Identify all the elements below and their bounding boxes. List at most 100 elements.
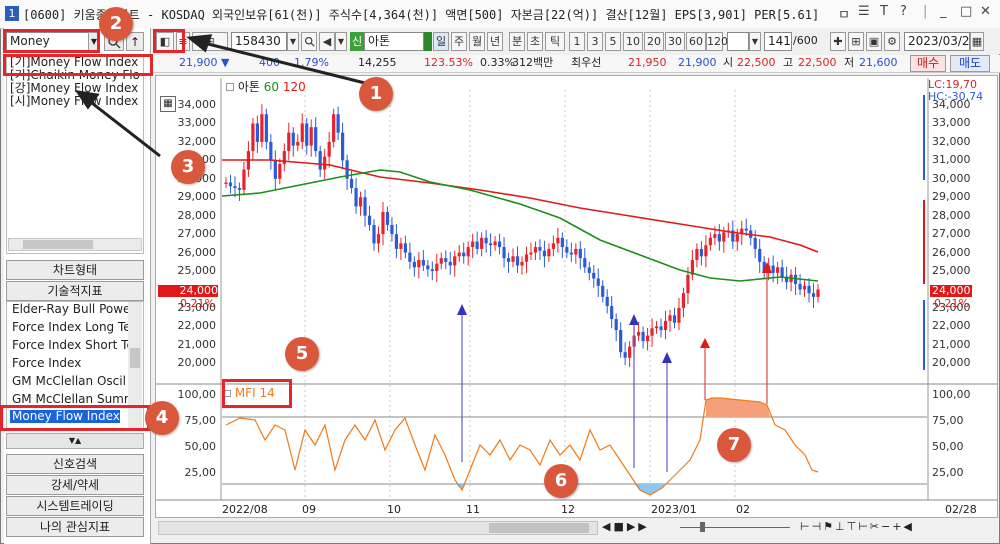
help-icon[interactable]: ?	[900, 4, 907, 19]
y-tick-label: 25,000	[932, 264, 971, 278]
horizontal-scrollbar[interactable]	[8, 238, 142, 251]
interval-button[interactable]: 5	[605, 32, 621, 51]
candle-body	[556, 237, 560, 244]
trade-amount: 312백만	[512, 56, 554, 69]
list-item[interactable]: [시]Money Flow Index	[10, 95, 139, 108]
crosshair-icon[interactable]: ✚	[830, 32, 846, 51]
list-item[interactable]: GM McClellan Sumr	[12, 393, 128, 406]
system-trading-button[interactable]: 시스템트레이딩	[6, 496, 144, 516]
list-item[interactable]: Force Index	[12, 357, 82, 370]
chart-area[interactable]	[155, 75, 998, 518]
period-second[interactable]: 초	[527, 32, 543, 51]
playback-controls-icon[interactable]: ◀■▶▶	[602, 520, 650, 533]
list-item[interactable]: Elder-Ray Bull Powe	[12, 303, 128, 316]
candle-body	[547, 248, 551, 257]
sell-button[interactable]: 매도	[950, 55, 990, 72]
y-tick-label: 20,000	[932, 356, 971, 370]
interval-dropdown-icon[interactable]: ▼	[749, 32, 761, 51]
candle-body	[690, 259, 695, 275]
candle-body	[681, 293, 686, 308]
period-week[interactable]: 주	[451, 32, 467, 51]
technical-indicator-button[interactable]: 기술적지표	[6, 281, 144, 301]
candle-body	[551, 243, 555, 249]
count-input[interactable]: 141	[764, 32, 792, 51]
credit-badge: 신	[350, 32, 364, 51]
interval-button[interactable]: 60	[686, 32, 706, 51]
chart-type-button[interactable]: 차트형태	[6, 260, 144, 280]
period-minute[interactable]: 분	[509, 32, 525, 51]
candle-body	[744, 228, 748, 231]
date-input[interactable]: 2023/03/27	[904, 32, 977, 51]
y-tick-label: 25,00	[184, 466, 217, 479]
gear-icon[interactable]: ⚙	[884, 32, 900, 51]
list-item[interactable]: Force Index Short Te	[12, 339, 128, 352]
period-day[interactable]: 일	[433, 32, 449, 51]
list-item[interactable]: GM McClellan Oscil	[12, 375, 126, 388]
candle-body	[269, 141, 273, 161]
save-icon[interactable]: ▣	[866, 32, 882, 51]
close-icon[interactable]: ✕	[980, 4, 991, 19]
y-tick-label: 31,000	[932, 153, 971, 167]
expand-icon[interactable]: ▼▲	[6, 433, 144, 449]
interval-button[interactable]: 20	[644, 32, 664, 51]
change-rate: 1.79%	[294, 56, 329, 69]
selected-indicator-item[interactable]: Money Flow Index	[10, 410, 120, 423]
chart-grid-icon[interactable]: ▦	[160, 96, 176, 112]
my-indicators-button[interactable]: 나의 관심지표	[6, 517, 144, 537]
annotation-box-1	[153, 29, 185, 53]
interval-custom-input[interactable]	[727, 32, 749, 51]
stock-name-field[interactable]: 아톤	[364, 32, 424, 51]
candle-body	[475, 241, 479, 249]
interval-button[interactable]: 10	[623, 32, 643, 51]
chart-scrollbar[interactable]	[158, 521, 598, 535]
interval-button[interactable]: 120	[706, 32, 728, 51]
up-arrow-icon[interactable]: ↑	[126, 32, 144, 51]
chart-tools-icon[interactable]: ⊢⊣⚑⊥⊤⊢✂−+◀	[800, 520, 914, 533]
period-month[interactable]: 월	[469, 32, 485, 51]
list-item[interactable]: [기]Money Flow Index	[10, 56, 139, 69]
window-title: [0600] 키움종합차트 - KOSDAQ 외국인보유[61(천)] 주식수[…	[23, 8, 823, 22]
interval-button[interactable]: 30	[665, 32, 685, 51]
speaker-icon[interactable]: ◀	[319, 32, 335, 51]
y-tick-label: 34,000	[932, 98, 971, 111]
price-tag-right: 24,000	[930, 284, 972, 297]
minimize-icon[interactable]: _	[940, 4, 947, 19]
annotation-badge-4: 4	[145, 401, 179, 435]
buy-button[interactable]: 매수	[910, 55, 946, 72]
candle-body	[623, 352, 627, 358]
window-menu-icon[interactable]: ☰	[858, 4, 870, 19]
zoom-slider[interactable]	[680, 520, 790, 534]
bull-bear-button[interactable]: 강세/약세	[6, 475, 144, 495]
period-year[interactable]: 년	[487, 32, 503, 51]
search-icon[interactable]	[301, 32, 317, 51]
candle-body	[780, 267, 784, 277]
candle-body	[349, 178, 354, 189]
hc-value: HC:-30,74	[928, 90, 984, 103]
candle-body	[354, 188, 358, 207]
candle-body	[650, 328, 654, 336]
list-item[interactable]: [강]Money Flow Index	[10, 82, 139, 95]
interval-button[interactable]: 1	[569, 32, 585, 51]
maximize-icon[interactable]: □	[960, 4, 973, 19]
candle-body	[480, 237, 484, 249]
grid-icon[interactable]: ⊞	[848, 32, 864, 51]
candle-body	[708, 237, 712, 246]
y-tick-label: 34,000	[177, 98, 217, 111]
window-icon-1[interactable]: ㅁ	[838, 8, 850, 23]
y-tick-label: 20,000	[177, 356, 217, 370]
period-tick[interactable]: 틱	[545, 32, 565, 51]
list-item[interactable]: Force Index Long Te	[12, 321, 128, 334]
current-price: 21,900 ▼	[179, 56, 230, 69]
candle-body	[717, 234, 721, 242]
code-dropdown-icon[interactable]: ▼	[287, 32, 299, 51]
candle-body	[372, 224, 376, 244]
calendar-icon[interactable]: ▦	[970, 32, 984, 51]
signal-search-button[interactable]: 신호검색	[6, 454, 144, 474]
interval-button[interactable]: 3	[587, 32, 603, 51]
stock-code-input[interactable]: 158430	[231, 32, 287, 51]
font-icon[interactable]: T	[880, 4, 888, 19]
vertical-scrollbar[interactable]	[128, 302, 142, 430]
speaker-dropdown-icon[interactable]: ▼	[335, 32, 347, 51]
